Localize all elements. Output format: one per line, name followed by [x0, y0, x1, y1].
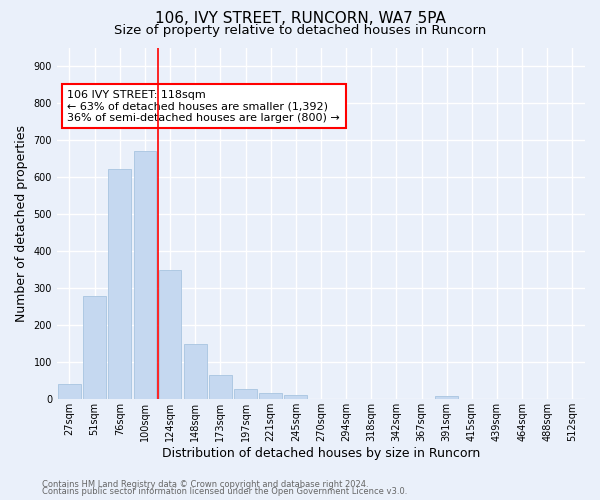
Y-axis label: Number of detached properties: Number of detached properties — [15, 125, 28, 322]
Bar — [209, 375, 232, 400]
Bar — [159, 270, 181, 400]
Bar — [259, 393, 282, 400]
Bar — [83, 296, 106, 400]
Text: 106 IVY STREET: 118sqm
← 63% of detached houses are smaller (1,392)
36% of semi-: 106 IVY STREET: 118sqm ← 63% of detached… — [67, 90, 340, 123]
Bar — [284, 395, 307, 400]
Bar — [134, 151, 156, 400]
Bar — [234, 388, 257, 400]
Text: Contains public sector information licensed under the Open Government Licence v3: Contains public sector information licen… — [42, 488, 407, 496]
Text: Size of property relative to detached houses in Runcorn: Size of property relative to detached ho… — [114, 24, 486, 37]
Bar — [109, 169, 131, 400]
Bar — [184, 344, 206, 400]
Text: 106, IVY STREET, RUNCORN, WA7 5PA: 106, IVY STREET, RUNCORN, WA7 5PA — [155, 11, 445, 26]
X-axis label: Distribution of detached houses by size in Runcorn: Distribution of detached houses by size … — [162, 447, 480, 460]
Bar — [58, 384, 81, 400]
Bar — [436, 396, 458, 400]
Text: Contains HM Land Registry data © Crown copyright and database right 2024.: Contains HM Land Registry data © Crown c… — [42, 480, 368, 489]
